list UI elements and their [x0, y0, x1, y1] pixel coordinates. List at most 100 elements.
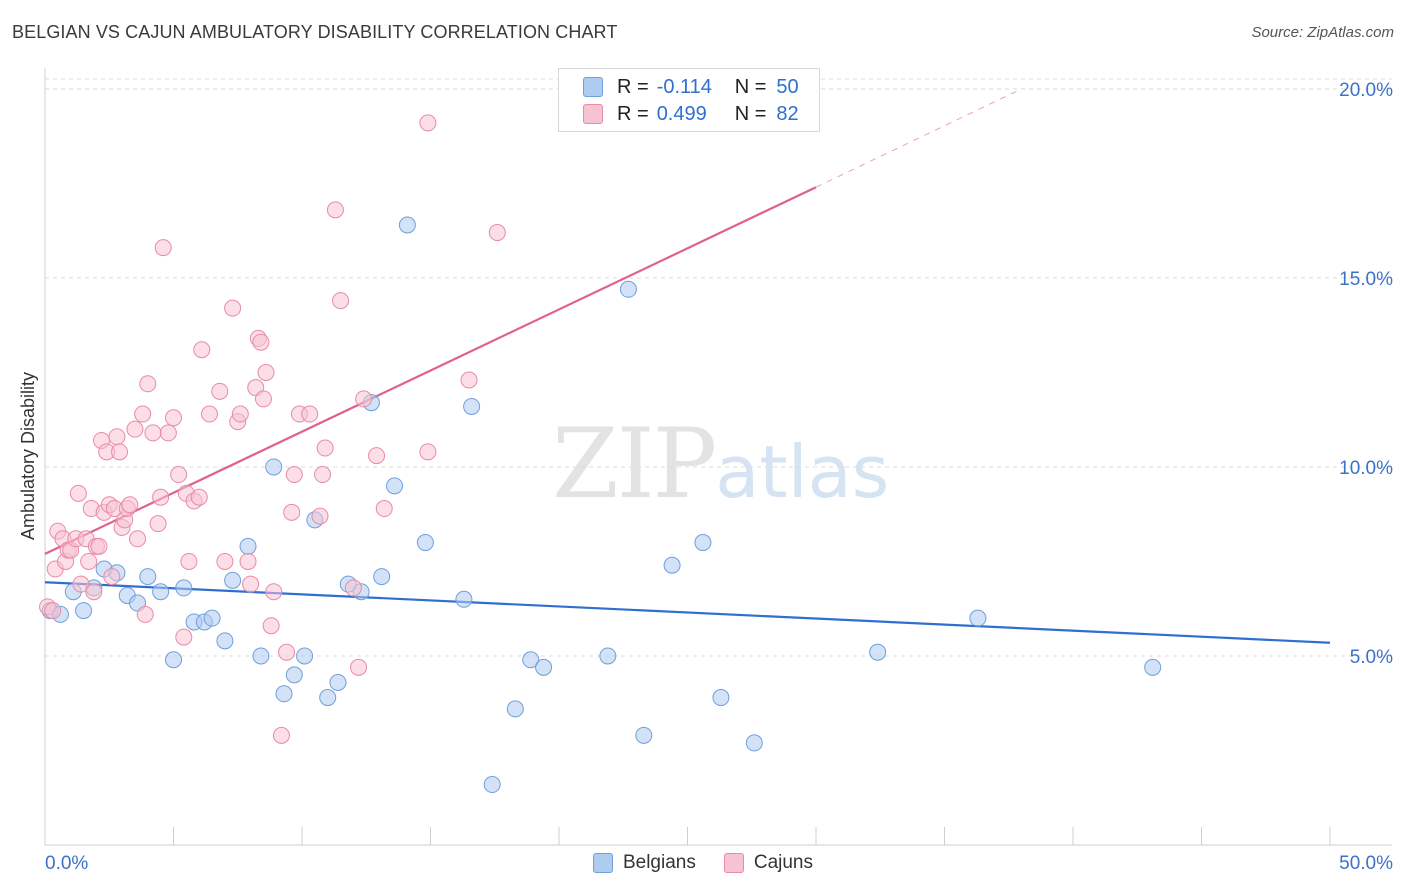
cajuns-point: [44, 602, 62, 620]
watermark-atlas: atlas: [715, 430, 890, 514]
cajuns-point: [262, 617, 280, 635]
belgians-point: [694, 534, 712, 552]
cajuns-point: [314, 466, 332, 484]
cajuns-point: [278, 643, 296, 661]
r-label: R =: [617, 102, 649, 125]
belgians-point: [522, 651, 540, 669]
cajuns-legend-label: Cajuns: [753, 852, 814, 873]
belgians-point: [463, 397, 481, 415]
belgians-point: [319, 689, 337, 707]
correlation-legend: R = -0.114 N = 50 R = 0.499 N = 82: [558, 68, 820, 132]
watermark-zip: ZIP: [552, 408, 717, 520]
cajuns-point: [375, 500, 393, 518]
cajuns-point: [152, 488, 170, 506]
cajuns-point: [368, 447, 386, 465]
belgians-point: [329, 673, 347, 691]
n-value-belgians: 50: [776, 75, 799, 98]
cajuns-point: [224, 299, 242, 317]
chart-title: BELGIAN VS CAJUN AMBULATORY DISABILITY C…: [12, 22, 618, 42]
cajuns-point: [488, 224, 506, 242]
r-label: R =: [617, 75, 649, 98]
cajuns-point: [139, 375, 157, 393]
belgians-point: [506, 700, 524, 718]
belgians-point: [663, 556, 681, 574]
belgians-point: [599, 647, 617, 665]
belgians-point: [455, 590, 473, 608]
cajuns-point: [165, 409, 182, 427]
cajuns-point: [419, 114, 437, 132]
cajuns-point: [211, 382, 229, 400]
cajuns-point: [69, 484, 87, 502]
y-tick-label: 20.0%: [1339, 80, 1393, 101]
cajuns-point: [111, 443, 129, 461]
cajuns-point: [134, 405, 152, 423]
belgians-trend-line: [44, 581, 1331, 644]
cajuns-point: [72, 575, 90, 593]
x-tick-label: 0.0%: [45, 853, 88, 874]
cajuns-point: [85, 583, 103, 601]
belgians-swatch: [583, 77, 603, 97]
n-label: N =: [734, 75, 767, 98]
belgians-point: [535, 658, 553, 676]
cajuns-point: [136, 605, 154, 623]
cajuns-point: [242, 575, 260, 593]
cajuns-point: [257, 363, 275, 381]
cajuns-point: [316, 439, 334, 457]
belgians-point: [1144, 658, 1162, 676]
y-tick-label: 5.0%: [1350, 647, 1393, 668]
n-label: N =: [734, 102, 767, 125]
belgians-point: [712, 689, 730, 707]
belgians-point: [175, 579, 193, 597]
source-credit: Source: ZipAtlas.com: [1251, 24, 1394, 41]
r-value-cajuns: 0.499: [656, 102, 707, 125]
y-axis-label: Ambulatory Disability: [18, 372, 38, 540]
cajuns-point: [344, 579, 362, 597]
cajuns-point: [80, 552, 98, 570]
belgians-point: [619, 280, 637, 298]
cajuns-point: [190, 488, 208, 506]
cajuns-legend-swatch: [723, 853, 744, 873]
belgians-point: [275, 685, 293, 703]
belgians-point: [75, 602, 93, 620]
belgians-point: [386, 477, 404, 495]
belgians-point: [296, 647, 314, 665]
cajuns-point: [103, 568, 121, 586]
cajuns-point: [126, 420, 144, 438]
belgians-point: [224, 571, 242, 589]
y-tick-label: 15.0%: [1339, 269, 1393, 290]
cajuns-point: [326, 201, 344, 219]
cajuns-point: [460, 371, 478, 389]
cajuns-point: [154, 239, 172, 257]
cajuns-point: [332, 292, 350, 310]
belgians-point: [216, 632, 234, 650]
belgians-point: [373, 568, 391, 586]
cajuns-point: [108, 428, 126, 446]
cajuns-point: [239, 552, 257, 570]
cajuns-point: [170, 466, 188, 484]
legend-item-belgians[interactable]: Belgians: [592, 852, 696, 874]
cajuns-point: [301, 405, 319, 423]
belgians-point: [165, 651, 182, 669]
belgians-point: [152, 583, 170, 601]
cajuns-trend-line: [44, 186, 817, 555]
cajuns-point: [419, 443, 437, 461]
belgians-point: [239, 537, 257, 555]
y-tick-label: 10.0%: [1339, 458, 1393, 479]
cajuns-point: [350, 658, 368, 676]
belgians-point: [483, 776, 501, 794]
cajuns-point: [149, 515, 167, 533]
belgians-point: [398, 216, 416, 234]
cajuns-point: [193, 341, 211, 359]
cajuns-point: [311, 507, 329, 525]
belgians-point: [869, 643, 887, 661]
series-legend: Belgians Cajuns: [0, 852, 1406, 874]
belgians-point: [285, 666, 303, 684]
belgians-point: [139, 568, 157, 586]
legend-row-cajuns: R = 0.499 N = 82: [583, 101, 799, 127]
belgians-point: [252, 647, 270, 665]
x-tick-label: 50.0%: [1339, 853, 1393, 874]
r-value-belgians: -0.114: [656, 75, 712, 98]
legend-item-cajuns[interactable]: Cajuns: [723, 852, 814, 874]
n-value-cajuns: 82: [776, 102, 799, 125]
